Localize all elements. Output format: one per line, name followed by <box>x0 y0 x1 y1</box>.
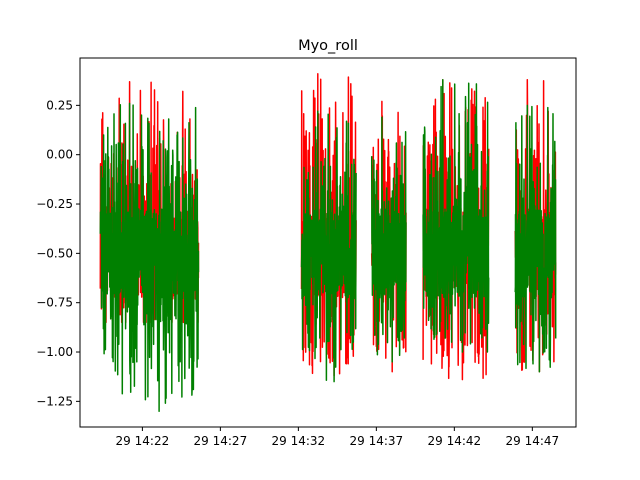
x-tick-label: 29 14:42 <box>428 434 482 448</box>
green-series-line <box>99 102 200 412</box>
green-series-line <box>514 104 557 373</box>
y-axis: 0.25 0.00 −0.25 −0.50 −0.75 −1.00 −1.25 <box>36 98 80 408</box>
y-tick-label: −0.25 <box>36 197 73 211</box>
plot-frame <box>79 57 577 428</box>
x-tick-label: 29 14:47 <box>505 434 559 448</box>
y-tick-label: −0.50 <box>36 246 73 260</box>
x-axis: 29 14:22 29 14:27 29 14:32 29 14:37 29 14:42… <box>116 427 559 448</box>
x-tick-label: 29 14:32 <box>272 434 326 448</box>
x-tick-label: 29 14:27 <box>194 434 248 448</box>
green-series-line <box>422 78 490 353</box>
green-series-line <box>370 116 407 363</box>
green-series-line <box>300 110 357 383</box>
x-tick-label: 29 14:22 <box>116 434 170 448</box>
series-group <box>99 73 557 412</box>
y-tick-label: 0.25 <box>46 98 73 112</box>
y-tick-label: −0.75 <box>36 296 73 310</box>
y-tick-label: −1.25 <box>36 394 73 408</box>
y-tick-label: −1.00 <box>36 345 73 359</box>
x-tick-label: 29 14:37 <box>350 434 404 448</box>
y-tick-label: 0.00 <box>46 148 73 162</box>
chart-title: Myo_roll <box>298 38 358 54</box>
